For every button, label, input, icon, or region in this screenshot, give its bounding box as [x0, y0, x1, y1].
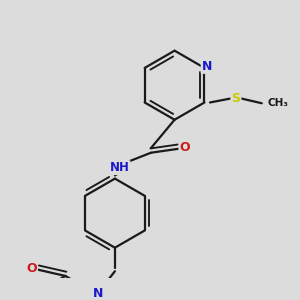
Text: NH: NH	[110, 161, 130, 174]
Text: CH₃: CH₃	[267, 98, 288, 108]
Text: O: O	[26, 262, 37, 275]
Text: N: N	[202, 60, 212, 73]
Text: N: N	[92, 287, 103, 300]
Text: S: S	[231, 92, 240, 105]
Text: O: O	[179, 141, 190, 154]
